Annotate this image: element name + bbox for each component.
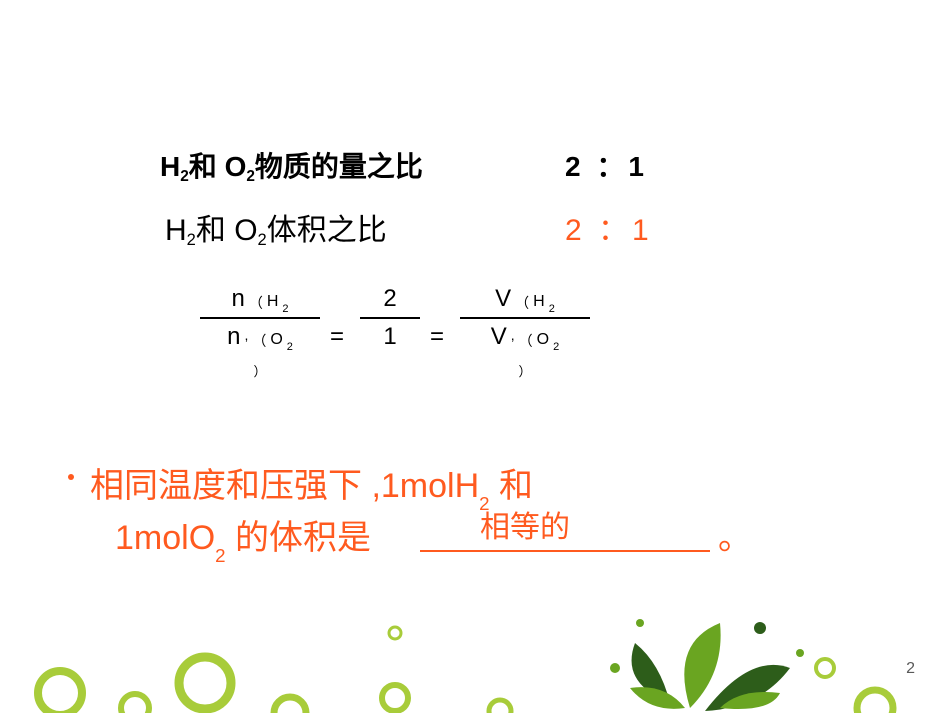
equation-row: n （ H 2 n , （ O 2 ） = 2 1 = V bbox=[200, 285, 700, 405]
l1-o-sub: 2 bbox=[246, 168, 255, 186]
line1-ratio: 2 ：1 bbox=[565, 145, 648, 185]
frac1-den: n , （ O 2 bbox=[227, 323, 293, 351]
f2-num: 2 bbox=[383, 285, 396, 313]
f1-num-label: H bbox=[267, 293, 279, 311]
f1-bar bbox=[200, 317, 320, 319]
eq1: = bbox=[330, 323, 344, 351]
l1-suffix: 物质的量之比 bbox=[255, 145, 423, 185]
bullet-line2: 1molO2 的体积是 bbox=[115, 510, 371, 562]
line2-left: H 2 和 O 2 体积之比 bbox=[165, 205, 387, 249]
f3-trailing: ） bbox=[518, 361, 531, 380]
f1-den-comma: , bbox=[244, 327, 248, 343]
f2-bar bbox=[360, 317, 420, 319]
slide: H 2 和 O 2 物质的量之比 2 ：1 H 2 和 O 2 体积之比 2 ：… bbox=[0, 0, 950, 713]
f3-bar bbox=[460, 317, 590, 319]
frac-n: n （ H 2 n , （ O 2 ） bbox=[200, 285, 320, 380]
frac3-num: V （ H 2 bbox=[495, 285, 555, 313]
f1-den-label: O bbox=[270, 331, 282, 349]
f1-num-open: （ bbox=[249, 293, 263, 313]
period: 。 bbox=[718, 510, 752, 559]
frac3-den: V , （ O 2 bbox=[491, 323, 559, 351]
f3-num-label: H bbox=[533, 293, 545, 311]
f3-den-sym: V bbox=[491, 323, 507, 351]
l2-h-sub: 2 bbox=[187, 231, 196, 250]
f3-num-open: （ bbox=[515, 293, 529, 313]
f1-den-sub: 2 bbox=[287, 341, 293, 353]
b2sub: 2 bbox=[215, 545, 225, 566]
blank-underline bbox=[420, 550, 710, 552]
b2b: 的体积是 bbox=[226, 519, 371, 557]
b1b: 和 bbox=[490, 467, 533, 505]
l1-h-sub: 2 bbox=[180, 168, 189, 186]
line2-ratio: 2 ：1 bbox=[565, 205, 653, 249]
f3-den-open: （ bbox=[519, 331, 533, 351]
f1-trailing: ） bbox=[253, 361, 266, 380]
line1-left: H 2 和 O 2 物质的量之比 bbox=[160, 145, 423, 185]
f3-den-comma: , bbox=[511, 327, 515, 343]
l2-o-sub: 2 bbox=[258, 231, 267, 250]
f3-num-sym: V bbox=[495, 285, 511, 313]
l2-h: H bbox=[165, 214, 187, 248]
l1-mid: 和 O bbox=[189, 145, 247, 185]
frac-21: 2 1 bbox=[360, 285, 420, 351]
b2a: 1molO bbox=[115, 519, 215, 557]
f1-num-sym: n bbox=[231, 285, 244, 313]
b1a: 相同温度和压强下 ,1molH bbox=[90, 467, 479, 505]
f3-den-sub: 2 bbox=[553, 341, 559, 353]
f1-num-sub: 2 bbox=[282, 303, 288, 315]
f1-den-open: （ bbox=[252, 331, 266, 351]
frac1-num: n （ H 2 bbox=[231, 285, 288, 313]
f3-num-sub: 2 bbox=[549, 303, 555, 315]
footer-decoration bbox=[0, 593, 950, 713]
f3-den-label: O bbox=[537, 331, 549, 349]
f2-den: 1 bbox=[383, 323, 396, 351]
l2-suffix: 体积之比 bbox=[267, 205, 387, 249]
eq2: = bbox=[430, 323, 444, 351]
frac-v: V （ H 2 V , （ O 2 ） bbox=[460, 285, 590, 380]
f1-den-sym: n bbox=[227, 323, 240, 351]
l1-h: H bbox=[160, 151, 180, 183]
bullet-dot-icon bbox=[68, 474, 74, 480]
answer-text: 相等的 bbox=[480, 502, 570, 546]
l2-mid: 和 O bbox=[196, 205, 258, 249]
bullet-line1: 相同温度和压强下 ,1molH2 和 bbox=[90, 458, 533, 510]
page-number: 2 bbox=[906, 660, 915, 678]
